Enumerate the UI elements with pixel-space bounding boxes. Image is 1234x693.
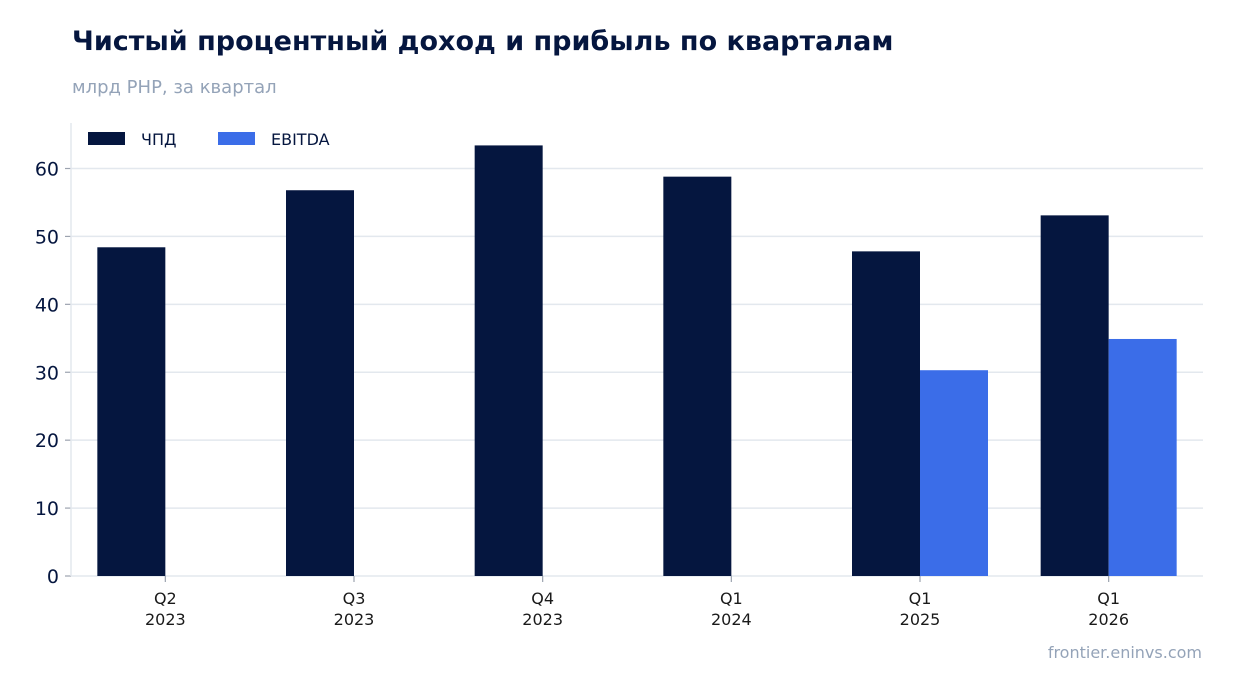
bar-chpd [852, 251, 920, 576]
bar-chpd [663, 176, 732, 576]
y-tick-label: 10 [35, 498, 59, 520]
x-tick-label: Q4 [531, 589, 554, 608]
x-tick-label: 2025 [900, 610, 941, 629]
y-tick-label: 50 [35, 226, 59, 248]
x-tick-label: 2023 [522, 610, 563, 629]
x-tick-label: Q1 [720, 589, 743, 608]
y-tick-label: 30 [35, 362, 59, 384]
y-tick-label: 60 [35, 159, 59, 181]
axes: 0 10 20 30 40 50 60 Q2 2023 Q3 2023 Q4 2023 Q1 2024 Q1 2… [35, 123, 1203, 629]
legend: ЧПД EBITDA [88, 130, 330, 149]
bar-chpd [97, 247, 166, 576]
x-tick-label: Q2 [154, 589, 177, 608]
bar-chpd [286, 190, 354, 576]
y-tick-label: 40 [35, 294, 59, 316]
bar-ebitda [1108, 338, 1177, 576]
bar-chpd [474, 145, 543, 576]
x-tick-label: 2023 [334, 610, 375, 629]
legend-swatch [218, 132, 255, 145]
legend-swatch [88, 132, 125, 145]
legend-label: EBITDA [271, 130, 330, 149]
x-tick-label: Q3 [343, 589, 366, 608]
x-tick-label: 2023 [145, 610, 186, 629]
bar-chpd [1040, 215, 1109, 576]
bar-ebitda [920, 370, 988, 576]
chart-subtitle: млрд РНР, за квартал [72, 77, 277, 98]
x-tick-label: 2026 [1088, 610, 1129, 629]
y-tick-label: 0 [47, 566, 59, 588]
bars [97, 145, 1177, 576]
chart-title: Чистый процентный доход и прибыль по ква… [72, 26, 894, 57]
x-tick-label: 2024 [711, 610, 752, 629]
y-tick-label: 20 [35, 430, 59, 452]
x-tick-label: Q1 [1097, 589, 1120, 608]
legend-label: ЧПД [141, 130, 177, 149]
grid-lines [71, 167, 1203, 509]
x-tick-label: Q1 [909, 589, 932, 608]
source-credit: frontier.eninvs.com [1047, 643, 1202, 662]
